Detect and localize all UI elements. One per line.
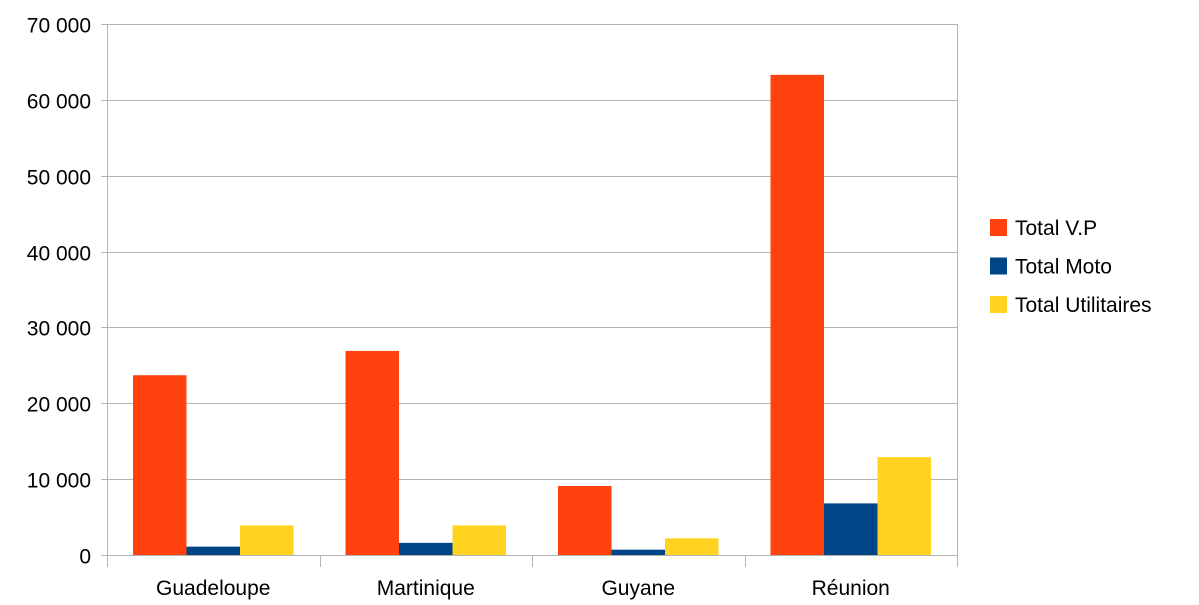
legend-swatch-total-utilitaires (990, 296, 1007, 313)
legend: Total V.P Total Moto Total Utilitaires (990, 217, 1152, 317)
bar-total-moto-guyane (611, 549, 665, 555)
grid-layer (107, 24, 957, 556)
x-tick-label: Réunion (812, 577, 890, 600)
bar-total-moto-guadeloupe (186, 546, 240, 555)
y-tick-label: 20 000 (27, 394, 91, 417)
y-tick-label: 0 (79, 546, 91, 569)
bar-total-utilitaires-réunion (877, 457, 931, 555)
x-tick-label: Martinique (377, 577, 475, 600)
axes-layer: 0 10 000 20 000 30 000 40 000 50 000 60 000 70 … (27, 15, 958, 600)
legend-swatch-total-moto (990, 257, 1007, 275)
bar-total-moto-réunion (824, 503, 878, 555)
bar-total-utilitaires-guyane (665, 538, 719, 555)
y-tick-label: 10 000 (27, 470, 91, 493)
y-tick-label: 70 000 (27, 15, 91, 38)
bar-total-v-p-guadeloupe (133, 375, 187, 555)
plot-frame (107, 24, 958, 556)
y-tick-label: 30 000 (27, 318, 91, 341)
bar-total-utilitaires-martinique (452, 525, 506, 555)
bar-total-moto-martinique (399, 542, 453, 555)
bar-total-utilitaires-guadeloupe (240, 525, 294, 555)
legend-label: Total Moto (1015, 256, 1112, 279)
legend-label: Total V.P (1015, 217, 1097, 240)
bars-layer (133, 74, 931, 556)
legend-swatch-total-v-p (990, 219, 1007, 236)
legend-label: Total Utilitaires (1015, 294, 1152, 317)
bar-total-v-p-martinique (345, 350, 399, 555)
x-tick-label: Guadeloupe (156, 577, 270, 600)
bar-total-v-p-réunion (770, 74, 824, 556)
y-tick-label: 40 000 (27, 243, 91, 266)
bar-total-v-p-guyane (558, 485, 612, 555)
x-tick-label: Guyane (601, 577, 675, 600)
y-tick-label: 50 000 (27, 167, 91, 190)
y-tick-label: 60 000 (27, 91, 91, 114)
